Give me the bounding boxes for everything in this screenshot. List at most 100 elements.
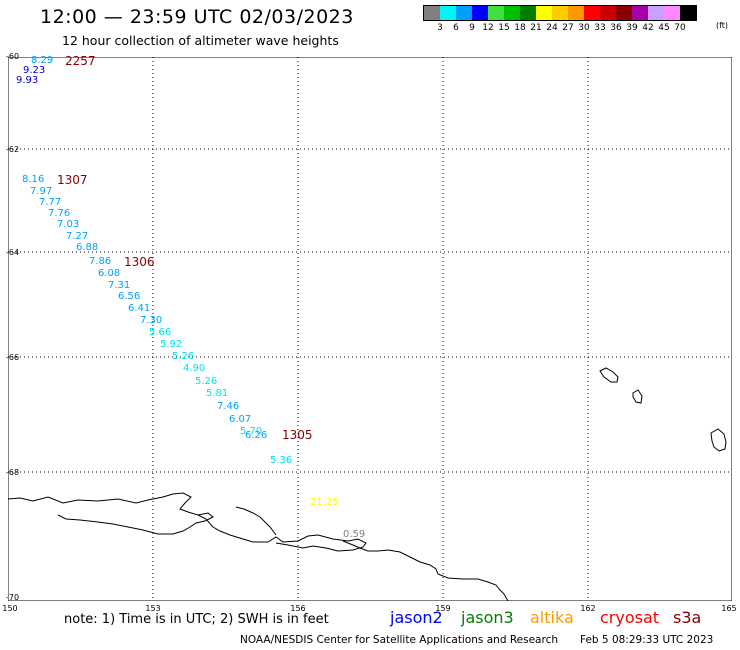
legend-tick-12: 12	[482, 23, 494, 33]
wave-height-label: 5.81	[206, 388, 229, 399]
legend-tick-30: 30	[578, 23, 590, 33]
wave-height-label: 4.90	[183, 363, 206, 374]
wave-height-label: 7.46	[217, 401, 240, 412]
legend-tick-6: 6	[453, 23, 459, 33]
lat-label-70: -70	[6, 593, 20, 602]
legend-tick-15: 15	[498, 23, 510, 33]
legend-tick-3: 3	[437, 23, 443, 33]
wave-height-label: 6.26	[245, 430, 268, 441]
legend-swatch-6	[520, 6, 536, 20]
island-1	[599, 367, 619, 383]
map-border	[8, 57, 732, 601]
legend-swatch-9	[568, 6, 584, 20]
wave-height-label: 7.31	[108, 280, 131, 291]
legend-swatch-4	[488, 6, 504, 20]
legend-swatch-3	[472, 6, 488, 20]
wave-height-label: 5.36	[270, 455, 293, 466]
legend-tick-42: 42	[642, 23, 654, 33]
lon-label-153: 153	[145, 604, 161, 613]
wave-height-label: 8.16	[22, 174, 45, 185]
satellite-cryosat: cryosat	[600, 608, 660, 627]
wave-height-label: 5.92	[160, 339, 183, 350]
lat-label-62: -62	[6, 145, 20, 154]
legend-tick-27: 27	[562, 23, 574, 33]
legend-swatch-5	[504, 6, 520, 20]
pass-time-label: 1305	[282, 428, 313, 442]
legend-tick-33: 33	[594, 23, 606, 33]
satellite-altika: altika	[530, 608, 574, 627]
map-subtitle: 12 hour collection of altimeter wave hei…	[62, 33, 339, 48]
legend-swatch-10	[584, 6, 600, 20]
pass-time-label: 1306	[124, 255, 155, 269]
antarctic-coastline	[8, 492, 509, 601]
legend-swatch-14	[648, 6, 664, 20]
legend-swatch-12	[616, 6, 632, 20]
legend-swatches	[423, 5, 697, 21]
wave-height-label: 9.23	[23, 65, 46, 76]
color-legend: 3 6 9 12 15 18 21 24 27 30 33 36 39 42 45 70	[423, 5, 697, 35]
wave-height-label: 7.27	[66, 231, 89, 242]
wave-height-label: 8.29	[31, 55, 54, 66]
map-title: 12:00 — 23:59 UTC 02/03/2023	[40, 6, 354, 28]
legend-swatch-1	[440, 6, 456, 20]
satellite-jason3: jason3	[461, 608, 514, 627]
lat-label-60: -60	[6, 52, 20, 61]
wave-height-label: 5.26	[195, 376, 218, 387]
satellite-jason2: jason2	[390, 608, 443, 627]
lat-label-64: -64	[6, 248, 20, 257]
wave-height-label: 9.93	[16, 75, 39, 86]
lat-label-66: -66	[6, 353, 20, 362]
pass-time-label: 2257	[65, 54, 96, 68]
legend-tick-18: 18	[514, 23, 526, 33]
graticule	[8, 57, 732, 601]
credit-line: NOAA/NESDIS Center for Satellite Applica…	[240, 634, 558, 646]
wave-height-label: 7.77	[39, 197, 62, 208]
map-canvas	[8, 57, 732, 601]
island-3	[710, 428, 727, 452]
wave-height-label: 7.30	[140, 315, 163, 326]
wave-height-label: 6.56	[118, 291, 141, 302]
legend-swatch-13	[632, 6, 648, 20]
lon-label-150: 150	[2, 604, 18, 613]
legend-tick-36: 36	[610, 23, 622, 33]
legend-swatch-0	[424, 6, 440, 20]
lon-label-159: 159	[435, 604, 451, 613]
legend-tick-39: 39	[626, 23, 638, 33]
wave-height-label: 5.70	[240, 426, 263, 437]
legend-swatch-15	[664, 6, 680, 20]
legend-swatch-8	[552, 6, 568, 20]
legend-swatch-16	[680, 6, 696, 20]
legend-unit: (ft)	[716, 21, 729, 30]
satellite-s3a: s3a	[673, 608, 702, 627]
wave-height-label: 7.76	[48, 208, 71, 219]
pass-time-label: 1307	[57, 173, 88, 187]
wave-height-label: 7.97	[30, 186, 53, 197]
lon-label-165: 165	[721, 604, 737, 613]
wave-height-label: 6.07	[229, 414, 252, 425]
legend-tick-45: 45	[658, 23, 670, 33]
footer-note: note: 1) Time is in UTC; 2) SWH is in fe…	[64, 612, 329, 627]
legend-ticks: 3 6 9 12 15 18 21 24 27 30 33 36 39 42 45 70	[423, 21, 697, 35]
lon-label-156: 156	[290, 604, 306, 613]
legend-tick-24: 24	[546, 23, 558, 33]
wave-height-label: 5.66	[149, 327, 172, 338]
legend-tick-21: 21	[530, 23, 542, 33]
wave-height-label: 21.25	[310, 497, 339, 508]
legend-swatch-7	[536, 6, 552, 20]
legend-tick-70: 70	[674, 23, 686, 33]
lat-label-68: -68	[6, 468, 20, 477]
wave-height-label: 6.08	[98, 268, 121, 279]
wave-height-label: 6.41	[128, 303, 151, 314]
wave-height-label: 0.59	[343, 529, 366, 540]
wave-height-label: 5.26	[172, 351, 195, 362]
wave-height-label: 7.86	[89, 256, 112, 267]
map-frame	[8, 57, 732, 601]
legend-tick-9: 9	[469, 23, 475, 33]
wave-height-label: 7.03	[57, 219, 80, 230]
legend-swatch-2	[456, 6, 472, 20]
generated-time: Feb 5 08:29:33 UTC 2023	[580, 634, 714, 646]
lon-label-162: 162	[580, 604, 596, 613]
legend-swatch-11	[600, 6, 616, 20]
island-2	[632, 389, 643, 404]
wave-height-label: 6.88	[76, 242, 99, 253]
